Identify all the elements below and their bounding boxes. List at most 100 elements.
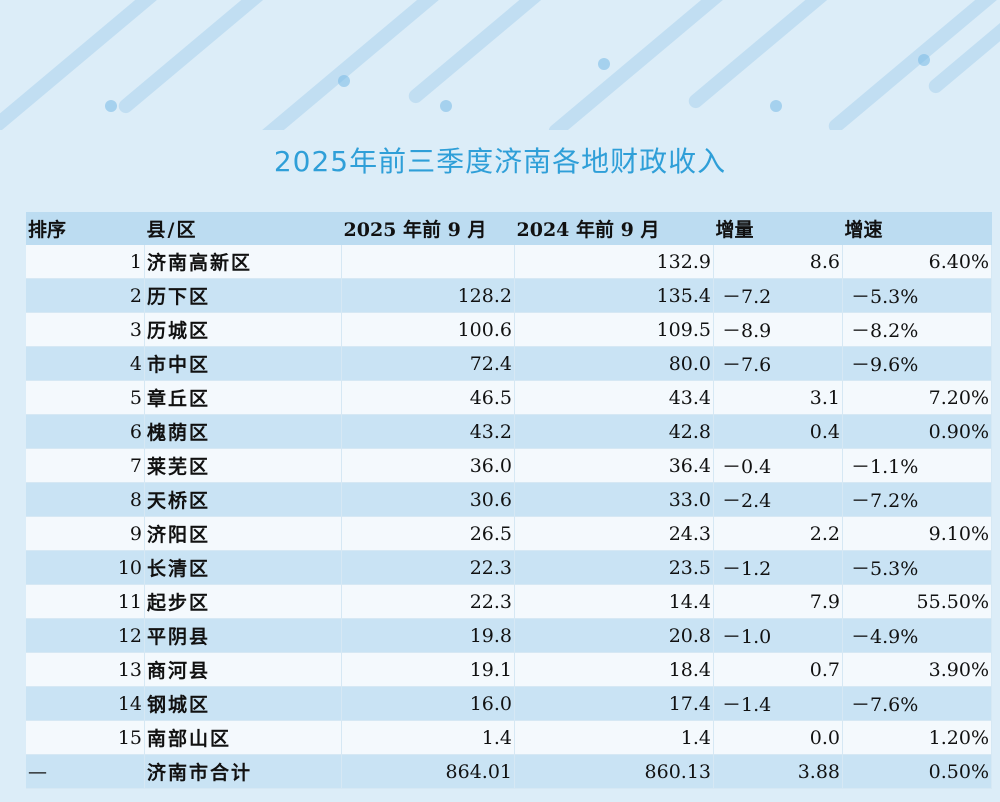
cell-rate: －1.1% — [842, 448, 992, 483]
cell-rate: 7.20% — [842, 380, 992, 415]
cell-delta: 3.1 — [713, 380, 843, 415]
cell-rank: 3 — [26, 312, 145, 347]
cell-rate: 6.40% — [842, 245, 992, 279]
cell-y2024: 80.0 — [514, 346, 714, 381]
table-row: 14 钢城区 16.0 17.4 －1.4 －7.6% — [26, 686, 992, 721]
cell-delta: －8.9 — [713, 312, 843, 347]
cell-name: 槐荫区 — [144, 414, 342, 449]
cell-delta: 0.7 — [713, 652, 843, 687]
table-row: 2 历下区 128.2 135.4 －7.2 －5.3% — [26, 278, 992, 313]
cell-rate: 9.10% — [842, 516, 992, 551]
cell-y2024: 132.9 — [514, 245, 714, 279]
header-delta: 增量 — [713, 212, 843, 245]
cell-rank: 15 — [26, 720, 145, 755]
cell-rate: 3.90% — [842, 652, 992, 687]
cell-rate: 0.50% — [842, 754, 992, 789]
cell-rate: 1.20% — [842, 720, 992, 755]
cell-rank: 9 — [26, 516, 145, 551]
cell-y2025: 22.3 — [341, 584, 515, 619]
table-header-row: 排序 县/区 2025 年前 9 月 2024 年前 9 月 增量 增速 — [26, 212, 992, 245]
cell-rate: －7.6% — [842, 686, 992, 721]
header-rank: 排序 — [26, 212, 145, 245]
table-row: 11 起步区 22.3 14.4 7.9 55.50% — [26, 584, 992, 619]
cell-delta: －7.2 — [713, 278, 843, 313]
table-row: 7 莱芜区 36.0 36.4 －0.4 －1.1% — [26, 448, 992, 483]
revenue-table: 排序 县/区 2025 年前 9 月 2024 年前 9 月 增量 增速 1 济南… — [26, 212, 992, 789]
cell-rank: 12 — [26, 618, 145, 653]
cell-delta: －1.0 — [713, 618, 843, 653]
cell-delta: －1.2 — [713, 550, 843, 585]
table-row: 4 市中区 72.4 80.0 －7.6 －9.6% — [26, 346, 992, 381]
cell-rank: 13 — [26, 652, 145, 687]
cell-delta: 3.88 — [713, 754, 843, 789]
cell-y2024: 23.5 — [514, 550, 714, 585]
cell-y2025: 30.6 — [341, 482, 515, 517]
cell-name: 章丘区 — [144, 380, 342, 415]
cell-rate: －5.3% — [842, 550, 992, 585]
cell-y2025: 72.4 — [341, 346, 515, 381]
cell-rank: 11 — [26, 584, 145, 619]
cell-rate: －8.2% — [842, 312, 992, 347]
cell-y2025: 26.5 — [341, 516, 515, 551]
cell-y2025: 22.3 — [341, 550, 515, 585]
cell-delta: －2.4 — [713, 482, 843, 517]
cell-y2025: 19.1 — [341, 652, 515, 687]
cell-rank: 4 — [26, 346, 145, 381]
cell-y2024: 18.4 — [514, 652, 714, 687]
background-decoration — [0, 0, 1000, 130]
cell-rank: 6 — [26, 414, 145, 449]
table-row: 1 济南高新区 132.9 8.6 6.40% — [26, 245, 992, 279]
total-row: — 济南市合计 864.01 860.13 3.88 0.50% — [26, 754, 992, 789]
cell-name: 商河县 — [144, 652, 342, 687]
table-row: 5 章丘区 46.5 43.4 3.1 7.20% — [26, 380, 992, 415]
cell-name: 天桥区 — [144, 482, 342, 517]
header-2025: 2025 年前 9 月 — [341, 212, 515, 245]
cell-y2025: 43.2 — [341, 414, 515, 449]
table-row: 6 槐荫区 43.2 42.8 0.4 0.90% — [26, 414, 992, 449]
cell-name: 平阴县 — [144, 618, 342, 653]
cell-y2025: 16.0 — [341, 686, 515, 721]
cell-name: 莱芜区 — [144, 448, 342, 483]
cell-y2024: 109.5 — [514, 312, 714, 347]
table-row: 13 商河县 19.1 18.4 0.7 3.90% — [26, 652, 992, 687]
cell-delta: 8.6 — [713, 245, 843, 279]
cell-rank: 1 — [26, 245, 145, 279]
cell-y2025: 36.0 — [341, 448, 515, 483]
cell-delta: 0.0 — [713, 720, 843, 755]
cell-rate: 0.90% — [842, 414, 992, 449]
table-row: 9 济阳区 26.5 24.3 2.2 9.10% — [26, 516, 992, 551]
cell-rank: 14 — [26, 686, 145, 721]
cell-y2024: 24.3 — [514, 516, 714, 551]
cell-rank: 8 — [26, 482, 145, 517]
table-row: 3 历城区 100.6 109.5 －8.9 －8.2% — [26, 312, 992, 347]
cell-delta: 0.4 — [713, 414, 843, 449]
cell-y2025: 128.2 — [341, 278, 515, 313]
cell-y2024: 42.8 — [514, 414, 714, 449]
cell-name: 南部山区 — [144, 720, 342, 755]
cell-delta: －0.4 — [713, 448, 843, 483]
cell-rate: －5.3% — [842, 278, 992, 313]
cell-name: 济南市合计 — [144, 754, 342, 789]
table-row: 10 长清区 22.3 23.5 －1.2 －5.3% — [26, 550, 992, 585]
cell-y2025: 46.5 — [341, 380, 515, 415]
cell-rank: 10 — [26, 550, 145, 585]
cell-y2024: 20.8 — [514, 618, 714, 653]
cell-name: 历下区 — [144, 278, 342, 313]
table-body: 1 济南高新区 132.9 8.6 6.40% 2 历下区 128.2 135.4 －7.2 －5.… — [26, 245, 992, 789]
cell-y2024: 43.4 — [514, 380, 714, 415]
table-row: 12 平阴县 19.8 20.8 －1.0 －4.9% — [26, 618, 992, 653]
cell-y2025: 100.6 — [341, 312, 515, 347]
cell-y2025: 19.8 — [341, 618, 515, 653]
cell-y2025 — [341, 245, 515, 279]
cell-delta: －1.4 — [713, 686, 843, 721]
cell-name: 济南高新区 — [144, 245, 342, 279]
cell-y2024: 1.4 — [514, 720, 714, 755]
page-title: 2025年前三季度济南各地财政收入 — [273, 145, 727, 178]
cell-rate: 55.50% — [842, 584, 992, 619]
cell-rank: 5 — [26, 380, 145, 415]
cell-rank: 2 — [26, 278, 145, 313]
cell-name: 起步区 — [144, 584, 342, 619]
cell-y2024: 33.0 — [514, 482, 714, 517]
cell-delta: 2.2 — [713, 516, 843, 551]
cell-name: 长清区 — [144, 550, 342, 585]
